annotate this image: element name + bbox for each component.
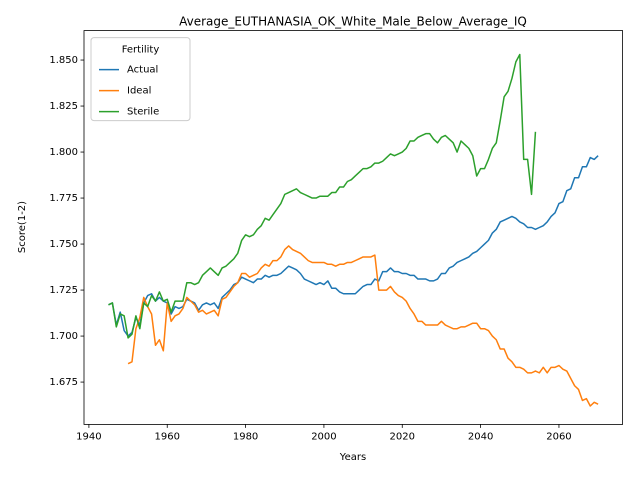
- y-tick-label: 1.700: [49, 331, 78, 342]
- chart-title: Average_EUTHANASIA_OK_White_Male_Below_A…: [179, 15, 527, 29]
- x-axis-label: Years: [339, 452, 366, 463]
- x-tick-label: 2000: [311, 431, 336, 442]
- y-axis-label: Score(1-2): [17, 201, 28, 253]
- y-tick-label: 1.800: [49, 147, 78, 158]
- plot-frame: [83, 30, 623, 425]
- x-tick-label: 2040: [468, 431, 493, 442]
- y-tick-label: 1.725: [49, 285, 78, 296]
- x-tick-label: 1960: [155, 431, 180, 442]
- y-tick-label: 1.775: [49, 193, 78, 204]
- y-tick-label: 1.750: [49, 239, 78, 250]
- x-tick-label: 1940: [76, 431, 101, 442]
- legend-label: Sterile: [127, 107, 159, 118]
- line-series: [127, 245, 599, 407]
- y-tick-label: 1.825: [49, 101, 78, 112]
- legend-title: Fertility: [122, 45, 160, 56]
- line-series: [108, 53, 537, 339]
- x-tick-label: 1980: [233, 431, 258, 442]
- legend-label: Actual: [127, 65, 158, 76]
- legend-label: Ideal: [127, 86, 151, 97]
- x-tick-label: 2020: [390, 431, 415, 442]
- x-tick-label: 2060: [546, 431, 571, 442]
- y-tick-label: 1.675: [49, 377, 78, 388]
- y-tick-label: 1.850: [49, 55, 78, 66]
- legend-box: [90, 37, 191, 122]
